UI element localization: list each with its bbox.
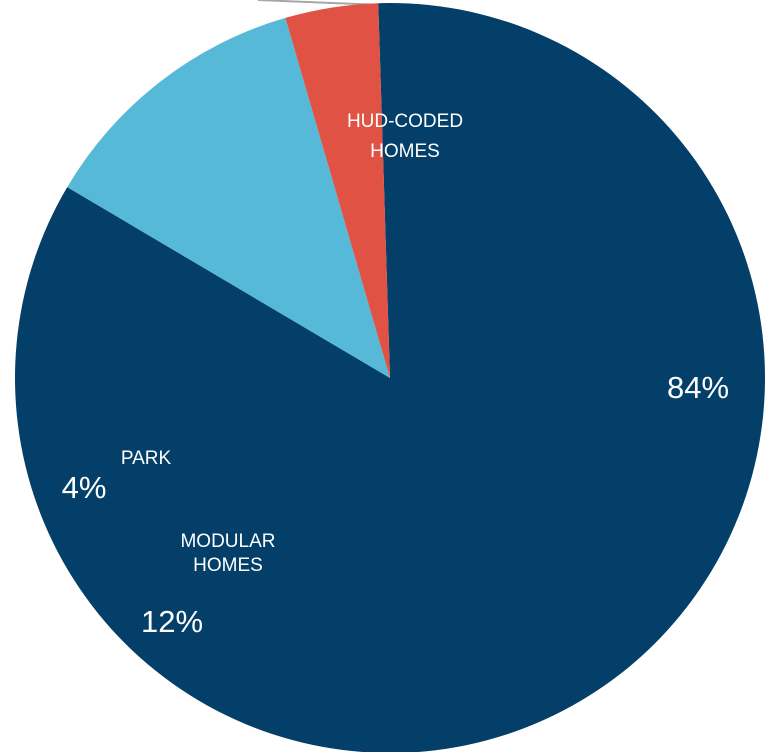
slice-percent-hud-coded-homes: 84% (667, 370, 729, 405)
slice-label-line: HOMES (193, 555, 263, 576)
slice-label-modular-homes: MODULAR HOMES (180, 531, 275, 576)
slice-label-line: HOMES (370, 141, 440, 162)
slice-label-line: MODULAR (180, 531, 275, 552)
slice-label-hud-coded-homes: HUD-CODED HOMES (347, 111, 463, 162)
slice-label-park: PARK (121, 448, 172, 469)
pie-slice-park (285, 3, 390, 378)
slice-label-line: PARK (121, 448, 172, 469)
pie-slice-modular-homes (67, 17, 390, 378)
slice-percent-modular-homes: 12% (141, 604, 203, 639)
slice-percent-park: 4% (62, 470, 107, 505)
slice-label-line: HUD-CODED (347, 111, 463, 132)
pie-labels: HUD-CODED HOMES 84% MODULAR HOMES 12% PARK 4% (62, 111, 729, 639)
pie-slices (15, 3, 765, 752)
pie-slice-hud-coded-homes (15, 3, 765, 752)
